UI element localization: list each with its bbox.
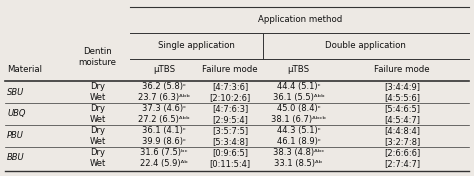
- Text: [3:5:7:5]: [3:5:7:5]: [212, 126, 248, 135]
- Text: 44.3 (5.1)ᶜ: 44.3 (5.1)ᶜ: [277, 126, 320, 135]
- Text: [0:11:5:4]: [0:11:5:4]: [210, 159, 251, 168]
- Text: Dry: Dry: [90, 148, 105, 157]
- Text: [0:9:6:5]: [0:9:6:5]: [212, 148, 248, 157]
- Text: UBQ: UBQ: [7, 109, 26, 118]
- Text: 22.4 (5.9)ᴬᵇ: 22.4 (5.9)ᴬᵇ: [140, 159, 188, 168]
- Text: Wet: Wet: [90, 159, 106, 168]
- Text: 36.1 (5.5)ᴬᵇᵇ: 36.1 (5.5)ᴬᵇᵇ: [273, 93, 324, 102]
- Text: [5:3:4:8]: [5:3:4:8]: [212, 137, 248, 146]
- Text: Failure mode: Failure mode: [202, 65, 258, 74]
- Text: 37.3 (4.6)ᶜ: 37.3 (4.6)ᶜ: [142, 104, 186, 113]
- Text: [2:9:5:4]: [2:9:5:4]: [212, 115, 248, 124]
- Text: 39.9 (8.6)ᶜ: 39.9 (8.6)ᶜ: [142, 137, 186, 146]
- Text: [4:5:4:7]: [4:5:4:7]: [384, 115, 420, 124]
- Text: 23.7 (6.3)ᴬᵇᵇ: 23.7 (6.3)ᴬᵇᵇ: [138, 93, 190, 102]
- Text: Dentin
moisture: Dentin moisture: [79, 47, 117, 67]
- Text: Dry: Dry: [90, 82, 105, 91]
- Text: Material: Material: [7, 65, 42, 74]
- Text: [2:6:6:6]: [2:6:6:6]: [384, 148, 420, 157]
- Text: Wet: Wet: [90, 93, 106, 102]
- Text: 36.2 (5.8)ᶜ: 36.2 (5.8)ᶜ: [142, 82, 186, 91]
- Text: Dry: Dry: [90, 104, 105, 113]
- Text: 36.1 (4.1)ᶜ: 36.1 (4.1)ᶜ: [142, 126, 186, 135]
- Text: Application method: Application method: [257, 15, 342, 24]
- Text: 44.4 (5.1)ᶜ: 44.4 (5.1)ᶜ: [277, 82, 320, 91]
- Text: [3:4:4:9]: [3:4:4:9]: [384, 82, 420, 91]
- Text: μTBS: μTBS: [153, 65, 175, 74]
- Text: PBU: PBU: [7, 131, 24, 140]
- Text: Double application: Double application: [326, 41, 406, 50]
- Text: Dry: Dry: [90, 126, 105, 135]
- Text: 31.6 (7.5)ᵇᶜ: 31.6 (7.5)ᵇᶜ: [140, 148, 188, 157]
- Text: [4:7:6:3]: [4:7:6:3]: [212, 104, 248, 113]
- Text: 33.1 (8.5)ᴬᵇ: 33.1 (8.5)ᴬᵇ: [274, 159, 323, 168]
- Text: Single application: Single application: [158, 41, 235, 50]
- Text: 38.3 (4.8)ᴬᵇᶜ: 38.3 (4.8)ᴬᵇᶜ: [273, 148, 324, 157]
- Text: 27.2 (6.5)ᴬᵇᵇ: 27.2 (6.5)ᴬᵇᵇ: [138, 115, 190, 124]
- Text: [4:4:8:4]: [4:4:8:4]: [384, 126, 420, 135]
- Text: Wet: Wet: [90, 115, 106, 124]
- Text: Wet: Wet: [90, 137, 106, 146]
- Text: [3:2:7:8]: [3:2:7:8]: [384, 137, 420, 146]
- Text: [2:7:4:7]: [2:7:4:7]: [384, 159, 420, 168]
- Text: [2:10:2:6]: [2:10:2:6]: [210, 93, 251, 102]
- Text: [4:7:3:6]: [4:7:3:6]: [212, 82, 248, 91]
- Text: μTBS: μTBS: [288, 65, 310, 74]
- Text: [4:5:5:6]: [4:5:5:6]: [384, 93, 420, 102]
- Text: SBU: SBU: [7, 87, 24, 97]
- Text: 46.1 (8.9)ᶜ: 46.1 (8.9)ᶜ: [277, 137, 320, 146]
- Text: 45.0 (8.4)ᶜ: 45.0 (8.4)ᶜ: [277, 104, 320, 113]
- Text: 38.1 (6.7)ᴬᵇᶜᵇ: 38.1 (6.7)ᴬᵇᶜᵇ: [271, 115, 326, 124]
- Text: Failure mode: Failure mode: [374, 65, 430, 74]
- Text: [5:4:6:5]: [5:4:6:5]: [384, 104, 420, 113]
- Text: BBU: BBU: [7, 153, 25, 162]
